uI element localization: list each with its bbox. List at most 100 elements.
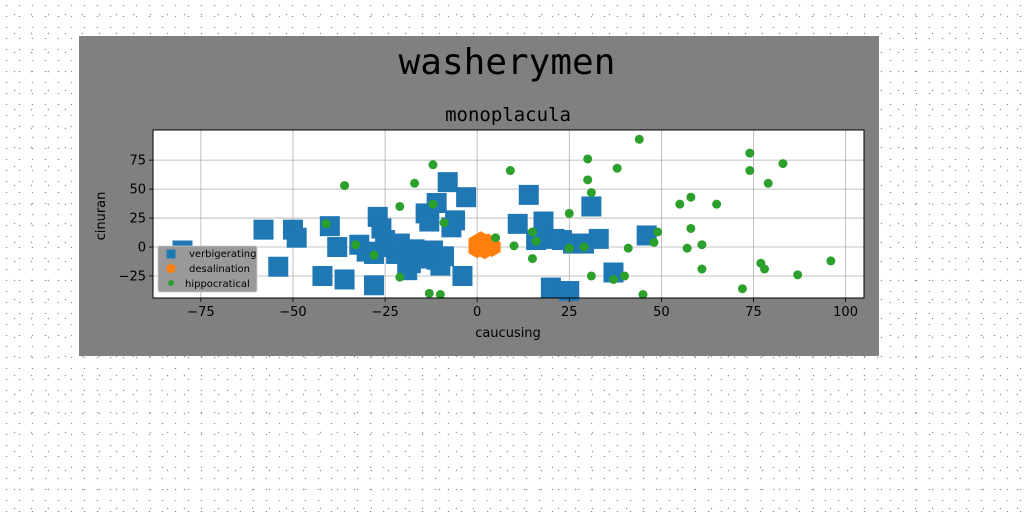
axes-title: monoplacula bbox=[445, 104, 571, 126]
series-desalination bbox=[468, 231, 501, 260]
hippocratical-point bbox=[531, 236, 541, 246]
verbigerating-point bbox=[540, 277, 561, 298]
verbigerating-point bbox=[268, 256, 289, 277]
x-tick-label: 0 bbox=[473, 305, 481, 320]
y-axis-label: cinuran bbox=[94, 192, 109, 241]
hippocratical-point bbox=[369, 250, 379, 260]
hippocratical-point bbox=[424, 288, 434, 298]
hippocratical-point bbox=[505, 166, 515, 176]
hippocratical-point bbox=[697, 240, 707, 250]
hippocratical-point bbox=[583, 154, 593, 164]
hippocratical-point bbox=[564, 208, 574, 218]
hippocratical-point bbox=[583, 175, 593, 185]
hippocratical-point bbox=[395, 201, 405, 211]
verbigerating-point bbox=[434, 246, 455, 267]
hippocratical-point bbox=[428, 160, 438, 170]
legend: verbigerating desalination hippocratical bbox=[157, 245, 258, 293]
figure-title: washerymen bbox=[399, 42, 616, 83]
hippocratical-point bbox=[686, 192, 696, 202]
hippocratical-point bbox=[351, 240, 361, 250]
hippocratical-point bbox=[579, 242, 589, 252]
verbigerating-point bbox=[419, 211, 440, 232]
hippocratical-point bbox=[564, 243, 574, 253]
verbigerating-point bbox=[581, 196, 602, 217]
hippocratical-point bbox=[428, 199, 438, 209]
legend-label-hippocratical: hippocratical bbox=[185, 279, 250, 290]
y-tick-label: 25 bbox=[129, 212, 146, 227]
verbigerating-point bbox=[452, 265, 473, 286]
verbigerating-point bbox=[286, 227, 307, 248]
hippocratical-point bbox=[745, 148, 755, 158]
hippocratical-point bbox=[737, 284, 747, 294]
verbigerating-point bbox=[437, 172, 458, 193]
hippocratical-point bbox=[760, 264, 770, 274]
verbigerating-point bbox=[253, 219, 274, 240]
hippocratical-point bbox=[321, 219, 331, 229]
x-tick-label: 25 bbox=[561, 305, 578, 320]
hippocratical-point bbox=[634, 134, 644, 144]
verbigerating-point bbox=[456, 187, 477, 208]
hippocratical-point bbox=[763, 178, 773, 188]
hippocratical-point bbox=[745, 166, 755, 176]
series-hippocratical bbox=[321, 134, 836, 300]
hippocratical-point bbox=[527, 254, 537, 264]
hippocratical-point bbox=[653, 227, 663, 237]
legend-box bbox=[157, 245, 258, 293]
hippocratical-point bbox=[410, 178, 420, 188]
legend-label-desalination: desalination bbox=[189, 264, 250, 275]
x-tick-label: −25 bbox=[371, 305, 398, 320]
y-tick-label: −25 bbox=[119, 269, 146, 284]
hippocratical-point bbox=[686, 223, 696, 233]
verbigerating-point bbox=[518, 184, 539, 205]
hippocratical-point bbox=[586, 271, 596, 281]
verbigerating-point bbox=[588, 228, 609, 249]
hippocratical-point bbox=[675, 199, 685, 209]
hippocratical-point bbox=[608, 274, 618, 284]
verbigerating-point bbox=[327, 237, 348, 258]
hippocratical-point bbox=[793, 270, 803, 280]
x-tick-label: 50 bbox=[653, 305, 670, 320]
data-points bbox=[172, 134, 836, 302]
verbigerating-point bbox=[334, 269, 355, 290]
x-tick-label: 75 bbox=[745, 305, 762, 320]
y-tick-label: 50 bbox=[129, 183, 146, 198]
x-axis-label: caucusing bbox=[475, 326, 541, 341]
legend-marker-desalination bbox=[166, 263, 176, 274]
hippocratical-point bbox=[439, 218, 449, 228]
hippocratical-point bbox=[491, 233, 501, 243]
x-tick-label: −75 bbox=[187, 305, 214, 320]
legend-marker-hippocratical bbox=[168, 280, 174, 286]
legend-label-verbigerating: verbigerating bbox=[189, 249, 256, 260]
y-tick-label: 0 bbox=[138, 241, 146, 256]
hippocratical-point bbox=[682, 243, 692, 253]
y-tick-label: 75 bbox=[129, 154, 146, 169]
hippocratical-point bbox=[586, 188, 596, 198]
verbigerating-point bbox=[364, 275, 385, 296]
hippocratical-point bbox=[623, 243, 633, 253]
x-tick-label: −50 bbox=[279, 305, 306, 320]
axis-ticks: −75 −50 −25 0 25 50 75 100 −25 0 25 50 75 bbox=[119, 154, 858, 320]
figure-background: washerymen monoplacula −75 −50 −25 0 25 50 75 1… bbox=[79, 36, 879, 356]
hippocratical-point bbox=[612, 163, 622, 173]
hippocratical-point bbox=[649, 237, 659, 247]
scatter-chart: washerymen monoplacula −75 −50 −25 0 25 50 75 1… bbox=[94, 42, 865, 341]
hippocratical-point bbox=[340, 181, 350, 191]
hippocratical-point bbox=[697, 264, 707, 274]
series-verbigerating bbox=[172, 172, 657, 302]
verbigerating-point bbox=[603, 262, 624, 283]
x-tick-label: 100 bbox=[833, 305, 858, 320]
hippocratical-point bbox=[712, 199, 722, 209]
verbigerating-point bbox=[507, 213, 528, 234]
verbigerating-point bbox=[312, 265, 333, 286]
plot-frame bbox=[152, 129, 865, 299]
hippocratical-point bbox=[509, 241, 519, 251]
hippocratical-point bbox=[826, 256, 836, 266]
hippocratical-point bbox=[395, 272, 405, 282]
hippocratical-point bbox=[638, 290, 648, 300]
hippocratical-point bbox=[620, 271, 630, 281]
hippocratical-point bbox=[435, 290, 445, 300]
hippocratical-point bbox=[778, 159, 788, 169]
legend-marker-verbigerating bbox=[166, 249, 176, 259]
desalination-point bbox=[468, 238, 486, 259]
hippocratical-point bbox=[527, 227, 537, 237]
